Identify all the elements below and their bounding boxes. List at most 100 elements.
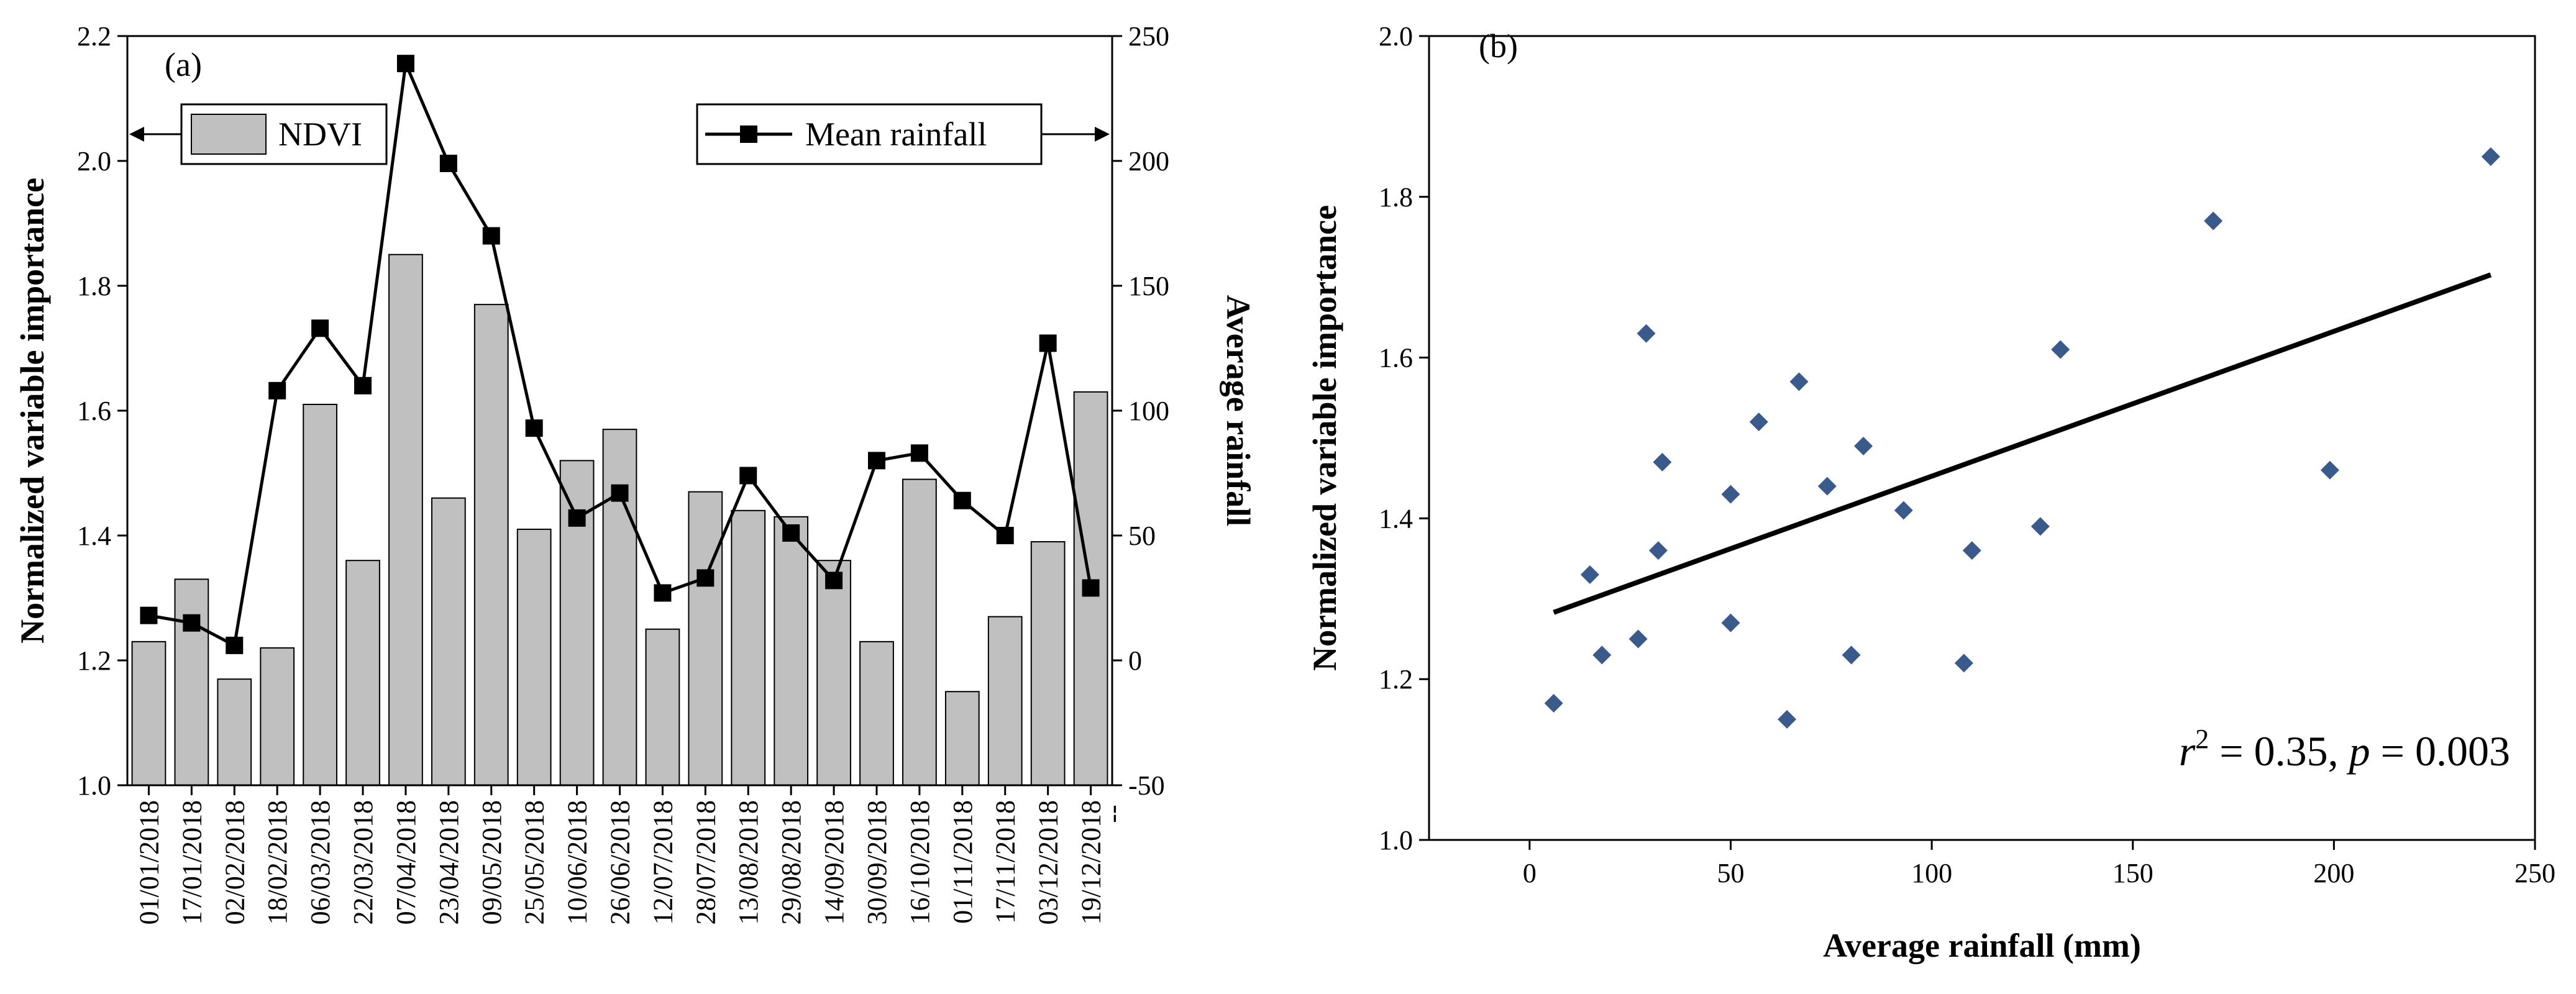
a-cat-ticks: 01/01/2018 17/01/2018 02/02/2018 18/02/2018… [134, 785, 1107, 924]
ndvi-bar [731, 509, 766, 786]
a-xtick-label: 01/01/2018 [134, 800, 164, 924]
a-legend-rainfall-label: Mean rainfall [805, 116, 987, 153]
rainfall-point [867, 452, 885, 470]
ndvi-bar [473, 304, 509, 786]
a-xtick-label: 06/03/2018 [305, 800, 336, 924]
a-legend-ndvi-swatch [191, 114, 267, 155]
rainfall-point [568, 509, 586, 527]
b-xtick-label: 50 [1717, 858, 1744, 888]
a-y2tick-label: 250 [1128, 21, 1169, 52]
ndvi-bar [602, 429, 637, 786]
rainfall-point [697, 569, 715, 587]
b-annotation: r2 = 0.35, p = 0.003 [2179, 724, 2510, 775]
a-y2tick-label: 0 [1128, 645, 1142, 676]
rainfall-point [825, 572, 843, 590]
a-xtick-label: 17/11/2018 [990, 800, 1021, 924]
b-panel-label: (b) [1479, 27, 1518, 65]
scatter-point [2051, 340, 2070, 359]
rainfall-point [268, 381, 286, 399]
ndvi-bar [303, 403, 337, 786]
a-xtick-label: 19/12/2018 [1076, 800, 1107, 924]
scatter-point [1962, 541, 1981, 560]
rainfall-point [782, 524, 800, 542]
a-xtick-label: 18/02/2018 [262, 800, 293, 924]
a-xtick-label: 12/07/2018 [647, 800, 678, 924]
a-legend-rainfall: Mean rainfall [696, 103, 1110, 165]
a-xtick-label: 09/05/2018 [477, 800, 507, 924]
a-xtick-label: 26/06/2018 [605, 800, 636, 924]
b-xtick-label: 200 [2313, 858, 2354, 888]
a-xtick-label: 17/01/2018 [176, 800, 207, 924]
a-xtick-label: 29/08/2018 [776, 800, 806, 924]
scatter-point [1894, 501, 1913, 520]
scatter-point [2320, 460, 2339, 480]
ndvi-bar [944, 691, 980, 786]
a-ytick-label: 2.2 [77, 21, 111, 52]
a-ytick-label: 1.2 [77, 645, 111, 676]
panel-b: 0 50 100 150 200 250 1.0 1.2 1.4 1.6 1.8 2.0 Avera… [1306, 21, 2555, 964]
b-xlabel: Average rainfall (mm) [1823, 927, 2141, 964]
scatter-point [1580, 565, 1599, 584]
rainfall-point [1082, 579, 1100, 597]
b-x-ticks: 0 50 100 150 200 250 [1523, 840, 2555, 888]
a-xtick-label: 13/08/2018 [733, 800, 764, 924]
ndvi-bar [559, 460, 595, 786]
rainfall-point [1039, 334, 1057, 352]
a-xtick-label: 07/04/2018 [391, 800, 421, 924]
ndvi-bar [431, 497, 466, 786]
a-legend-ndvi-label: NDVI [278, 116, 362, 153]
a-ylabel: Normalized variable importance [14, 178, 51, 644]
a-xtick-label: 23/04/2018 [434, 800, 464, 924]
a-ytick-label: 2.0 [77, 146, 111, 176]
scatter-point [1842, 645, 1861, 665]
rainfall-point [183, 614, 201, 632]
a-extra-tick: -- [1097, 805, 1128, 823]
b-y-ticks: 1.0 1.2 1.4 1.6 1.8 2.0 [1379, 21, 1429, 855]
rainfall-point [396, 55, 414, 73]
rainfall-point [996, 527, 1014, 544]
rainfall-point [482, 227, 500, 245]
a-xtick-label: 10/06/2018 [562, 800, 593, 924]
rainfall-point [953, 491, 971, 509]
rainfall-point [611, 484, 629, 502]
a-y2tick-label: 100 [1128, 396, 1169, 426]
a-xtick-label: 02/02/2018 [219, 800, 250, 924]
b-xtick-label: 100 [1911, 858, 1952, 888]
b-ylabel: Normalized variable importance [1306, 205, 1343, 671]
ndvi-bar [774, 516, 809, 786]
a-xtick-label: 30/09/2018 [862, 800, 892, 924]
scatter-point [1954, 654, 1973, 673]
b-xtick-label: 250 [2514, 858, 2555, 888]
a-legend-rainfall-marker [740, 125, 757, 143]
ndvi-bar [174, 578, 209, 786]
scatter-point [1749, 413, 1768, 432]
a-xtick-label: 01/11/2018 [948, 800, 978, 924]
a-panel-label: (a) [165, 46, 202, 83]
panel-a: 1.0 1.2 1.4 1.6 1.8 2.0 2.2 -50 0 50 100 150 200 250… [14, 21, 1257, 924]
scatter-point [1544, 694, 1563, 713]
a-legend-right-arrowhead [1095, 127, 1110, 142]
a-y2tick-label: 200 [1128, 146, 1169, 176]
rainfall-point [910, 444, 928, 462]
scatter-point [1817, 476, 1837, 496]
ndvi-bar [816, 560, 851, 786]
a-y2label: Average rainfall [1220, 295, 1257, 526]
scatter-point [1778, 709, 1797, 729]
a-legend-ndvi: NDVI [129, 103, 388, 165]
ndvi-bar [902, 478, 937, 786]
rainfall-point [739, 467, 757, 485]
a-y2tick-label: 150 [1128, 271, 1169, 301]
ndvi-bar [1030, 541, 1066, 786]
ndvi-bar [987, 616, 1023, 787]
a-y2tick-label: -50 [1128, 770, 1165, 801]
a-ytick-label: 1.6 [77, 396, 111, 426]
a-xtick-label: 14/09/2018 [819, 800, 849, 924]
b-fit-line [1553, 272, 2492, 615]
scatter-point [1789, 372, 1809, 391]
ndvi-bar [516, 528, 552, 786]
scatter-point [1721, 485, 1740, 504]
b-annot-r-val: = 0.35, [2209, 727, 2349, 775]
scatter-point [2481, 147, 2500, 166]
scatter-point [1648, 541, 1668, 560]
